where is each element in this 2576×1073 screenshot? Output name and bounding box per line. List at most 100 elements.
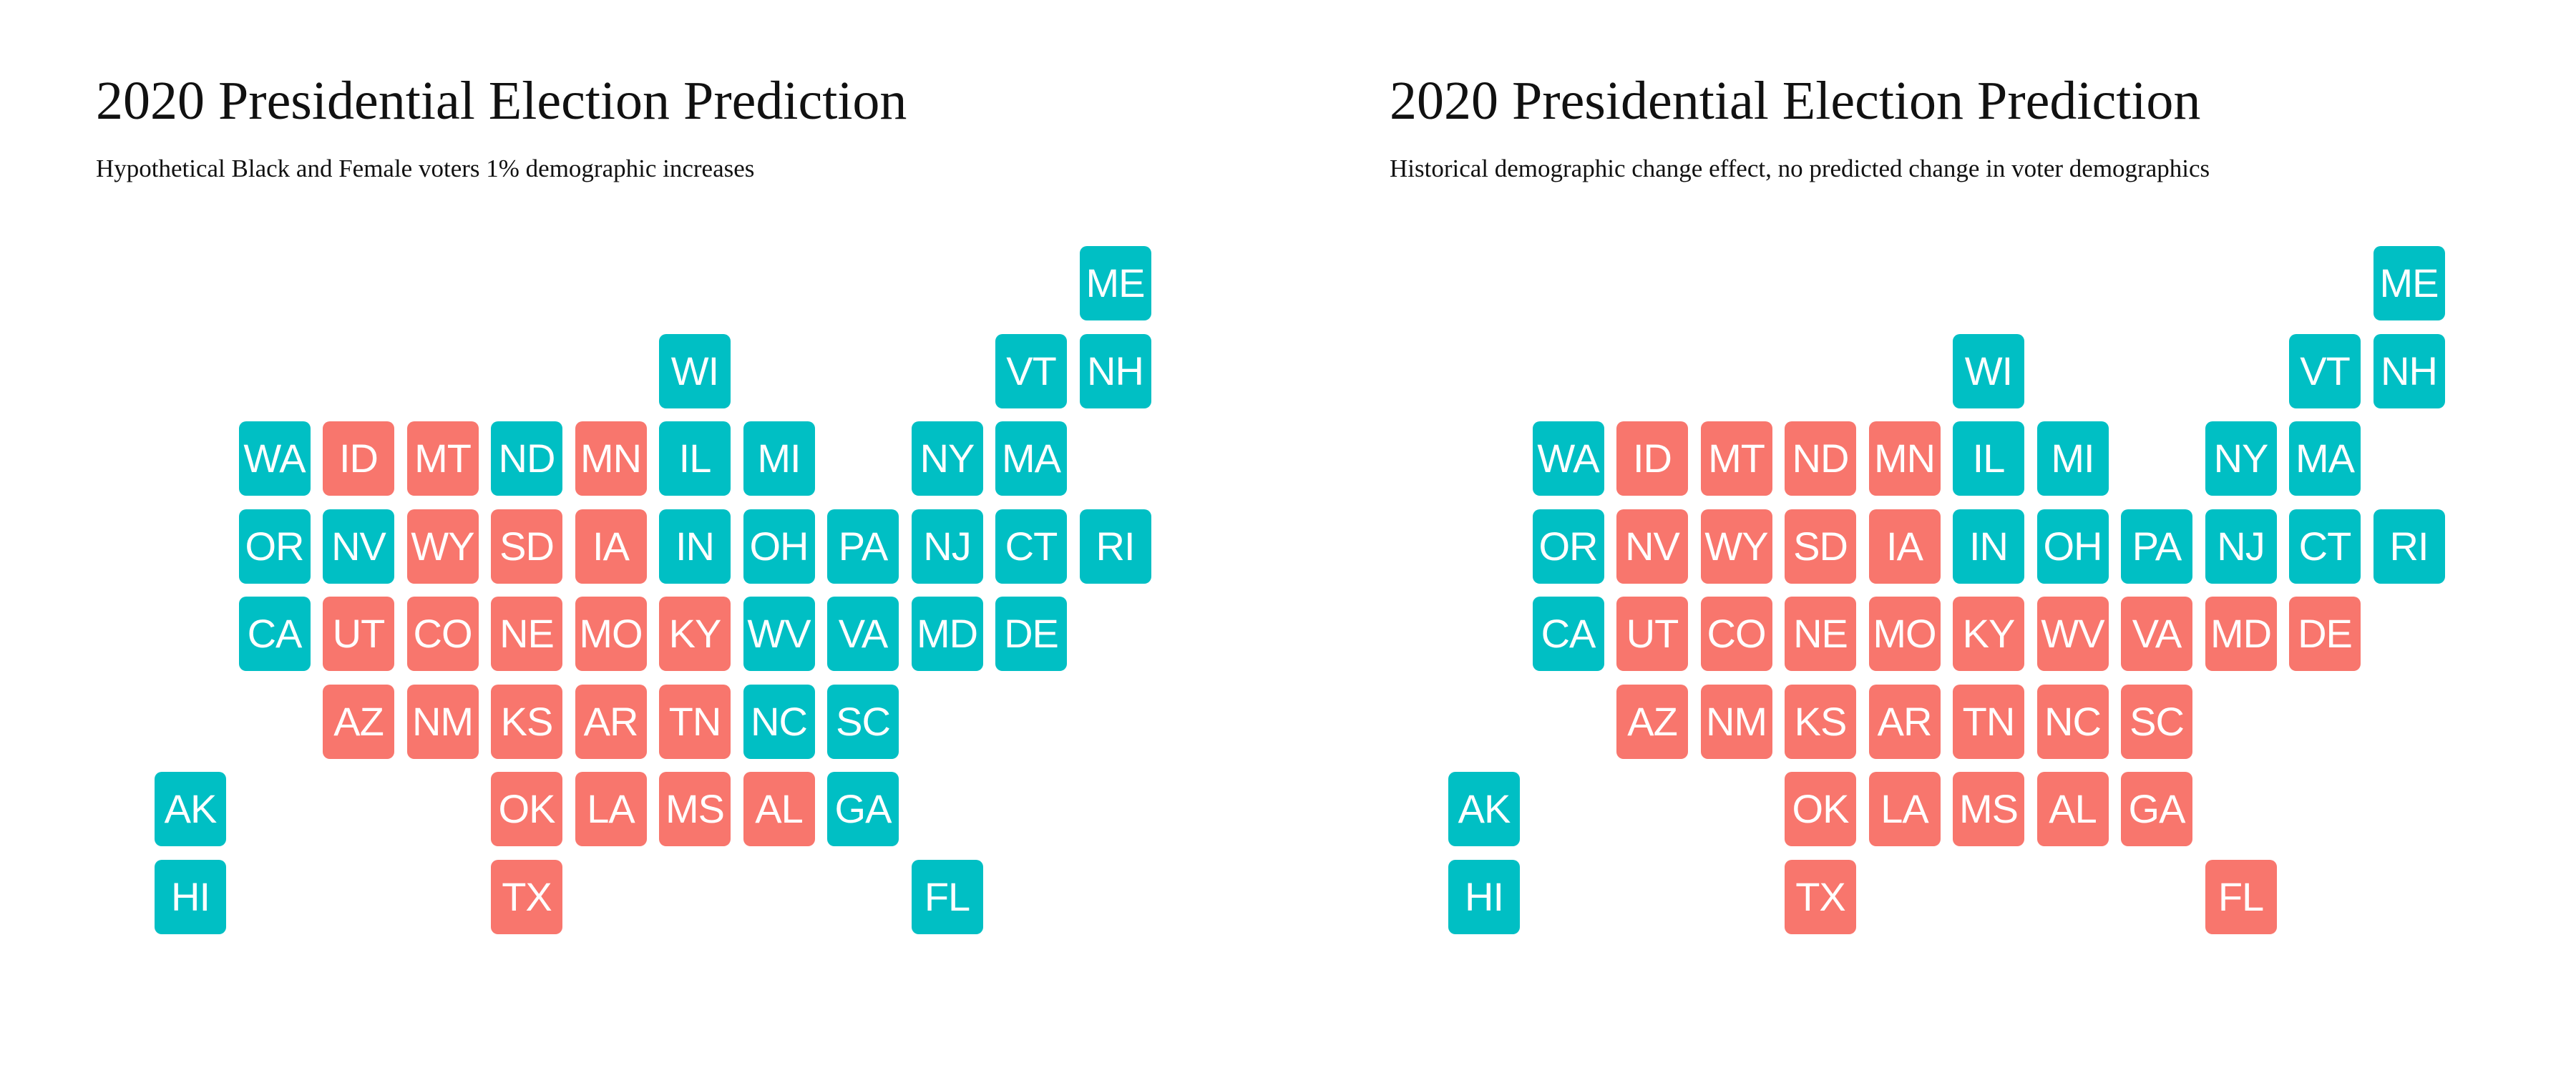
state-tile-md: MD — [911, 597, 983, 671]
state-label: NM — [1705, 698, 1767, 744]
state-label: HI — [1465, 873, 1504, 919]
state-label: RI — [1096, 523, 1136, 569]
state-tile-ok: OK — [491, 772, 562, 846]
state-label: NY — [919, 436, 975, 481]
state-tile-oh: OH — [2036, 509, 2109, 584]
state-tile-wy: WY — [406, 509, 479, 584]
state-label: AZ — [1627, 698, 1678, 744]
state-label: ME — [2379, 260, 2439, 305]
state-tile-vt: VT — [2289, 333, 2361, 408]
state-label: PA — [838, 523, 889, 569]
state-label: ID — [1633, 436, 1672, 481]
state-tile-ak: AK — [1448, 772, 1520, 846]
state-label: CO — [1707, 611, 1767, 656]
state-tile-nh: NH — [2373, 333, 2445, 408]
state-tile-nm: NM — [406, 684, 479, 759]
state-label: NC — [751, 698, 808, 744]
state-tile-co: CO — [1700, 597, 1772, 671]
state-tile-de: DE — [2289, 597, 2361, 671]
state-label: MI — [2051, 436, 2094, 481]
state-tile-nh: NH — [1079, 333, 1151, 408]
state-label: WV — [747, 611, 811, 656]
state-label: MS — [665, 786, 725, 831]
state-tile-nv: NV — [323, 509, 394, 584]
state-tile-va: VA — [2121, 597, 2192, 671]
state-label: IL — [678, 436, 712, 481]
state-label: HI — [171, 873, 210, 919]
state-tile-ut: UT — [1616, 597, 1688, 671]
state-label: NH — [2381, 348, 2438, 393]
state-tile-mo: MO — [1868, 597, 1941, 671]
state-tile-sd: SD — [1785, 509, 1856, 584]
state-tile-mt: MT — [406, 421, 479, 496]
state-label: IA — [1886, 523, 1923, 569]
state-label: ME — [1085, 260, 1146, 305]
state-tile-ca: CA — [1532, 597, 1604, 671]
state-tile-ar: AR — [575, 684, 647, 759]
state-label: FL — [924, 873, 970, 919]
chart-subtitle: Hypothetical Black and Female voters 1% … — [96, 155, 755, 182]
state-label: NV — [1625, 523, 1680, 569]
state-tile-mi: MI — [2036, 421, 2109, 496]
state-label: FL — [2218, 873, 2264, 919]
state-tile-grid: ME WI VT NH WA ID MT ND MN IL MI NY MA OR NV WY SD IA IN OH… — [155, 246, 1151, 934]
state-label: AR — [583, 698, 639, 744]
state-tile-mn: MN — [575, 421, 647, 496]
state-label: UT — [332, 611, 386, 656]
state-tile-ne: NE — [1785, 597, 1856, 671]
state-label: MN — [1873, 436, 1936, 481]
state-tile-id: ID — [323, 421, 394, 496]
state-tile-ut: UT — [323, 597, 394, 671]
state-label: VT — [2300, 348, 2351, 393]
state-label: OR — [1538, 523, 1599, 569]
state-label: NC — [2044, 698, 2102, 744]
state-tile-nd: ND — [491, 421, 562, 496]
state-tile-ms: MS — [1953, 772, 2024, 846]
state-label: AK — [164, 786, 218, 831]
state-label: ND — [498, 436, 556, 481]
state-tile-mt: MT — [1700, 421, 1772, 496]
state-tile-nj: NJ — [911, 509, 983, 584]
state-label: KY — [668, 611, 722, 656]
state-label: MA — [2296, 436, 2355, 481]
state-label: NV — [331, 523, 386, 569]
state-tile-il: IL — [659, 421, 731, 496]
state-tile-ri: RI — [2373, 509, 2445, 584]
state-label: MS — [1959, 786, 2019, 831]
state-tile-tx: TX — [491, 859, 562, 934]
state-tile-hi: HI — [1448, 859, 1520, 934]
state-label: SD — [1793, 523, 1848, 569]
state-tile-sc: SC — [2121, 684, 2192, 759]
state-label: TN — [1962, 698, 2016, 744]
state-tile-fl: FL — [2205, 859, 2277, 934]
chart-subtitle: Historical demographic change effect, no… — [1390, 155, 2210, 182]
state-label: NY — [2213, 436, 2269, 481]
state-tile-md: MD — [2205, 597, 2277, 671]
map-panel-left: 2020 Presidential Election Prediction Hy… — [96, 74, 1151, 934]
state-tile-al: AL — [743, 772, 815, 846]
state-tile-ma: MA — [995, 421, 1067, 496]
state-tile-fl: FL — [911, 859, 983, 934]
state-tile-ma: MA — [2289, 421, 2361, 496]
state-tile-ny: NY — [911, 421, 983, 496]
state-label: AL — [2049, 786, 2097, 831]
state-label: IL — [1972, 436, 2006, 481]
state-tile-co: CO — [406, 597, 479, 671]
state-label: NJ — [2217, 523, 2265, 569]
state-label: MA — [1002, 436, 1061, 481]
state-tile-az: AZ — [1616, 684, 1688, 759]
state-label: TN — [668, 698, 722, 744]
state-label: OK — [498, 786, 556, 831]
state-label: AZ — [333, 698, 384, 744]
state-label: DE — [2298, 611, 2353, 656]
state-label: NH — [1087, 348, 1144, 393]
state-tile-in: IN — [1953, 509, 2024, 584]
state-tile-wi: WI — [1953, 333, 2024, 408]
state-tile-ca: CA — [238, 597, 311, 671]
state-tile-ri: RI — [1079, 509, 1151, 584]
state-tile-wa: WA — [1532, 421, 1604, 496]
state-label: MI — [757, 436, 801, 481]
state-label: LA — [587, 786, 635, 831]
state-tile-mi: MI — [743, 421, 815, 496]
state-label: CA — [1541, 611, 1596, 656]
